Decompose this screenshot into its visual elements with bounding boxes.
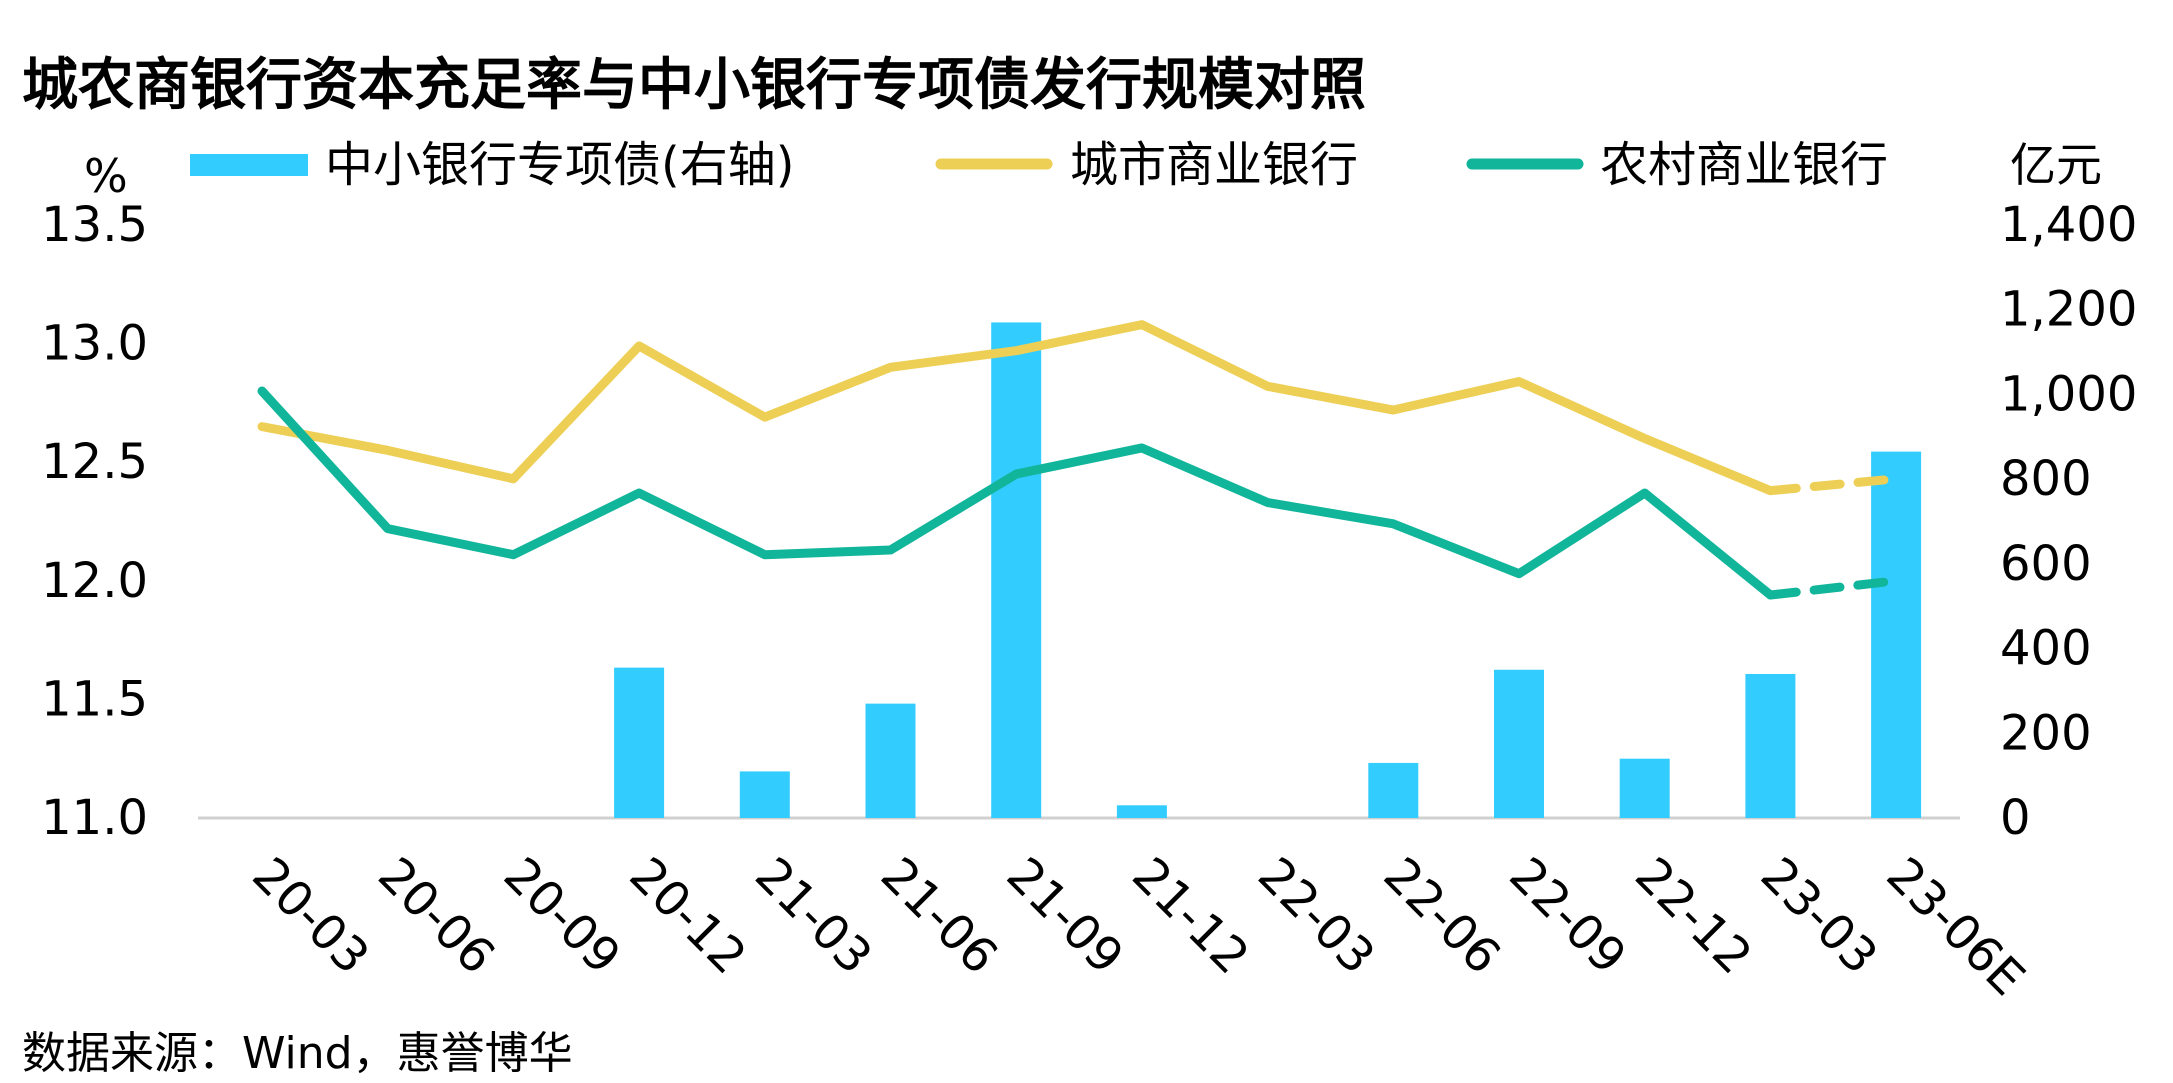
right-tick-label: 1,400 <box>2000 197 2137 253</box>
left-tick-label: 12.5 <box>41 434 148 490</box>
x-tick-label: 22-03 <box>1247 847 1385 985</box>
x-tick-label: 21-09 <box>996 847 1134 985</box>
left-tick-label: 12.0 <box>41 553 148 609</box>
bar-22-12 <box>1619 758 1670 818</box>
x-tick-label: 21-03 <box>744 847 882 985</box>
bar-22-09 <box>1494 669 1544 818</box>
x-tick-label: 21-12 <box>1121 847 1259 985</box>
right-tick-label: 0 <box>2000 790 2031 846</box>
x-tick-label: 22-12 <box>1624 847 1762 985</box>
bar-21-06 <box>865 703 916 818</box>
x-tick-label: 23-03 <box>1750 847 1888 985</box>
right-tick-label: 400 <box>2000 621 2092 677</box>
left-tick-label: 11.5 <box>41 671 148 727</box>
bar-23-06E <box>1871 451 1922 818</box>
x-tick-label: 20-03 <box>242 847 380 985</box>
x-tick-label: 20-06 <box>367 847 505 985</box>
chart-title: 城农商银行资本充足率与中小银行专项债发行规模对照 <box>22 53 1366 118</box>
right-axis-ticks: 1,400 1,200 1,000 800 600 400 200 0 <box>2000 197 2137 846</box>
bar-21-09 <box>991 322 1042 818</box>
x-tick-label: 22-09 <box>1499 847 1637 985</box>
legend: 中小银行专项债(右轴) 城市商业银行 农村商业银行 <box>190 137 1888 193</box>
bar-series <box>614 322 1922 818</box>
right-tick-label: 200 <box>2000 705 2092 761</box>
legend-label: 城市商业银行 <box>1070 137 1358 193</box>
left-tick-label: 13.0 <box>41 316 148 372</box>
legend-label: 农村商业银行 <box>1600 137 1888 193</box>
legend-swatch-bar <box>190 154 308 176</box>
bar-23-03 <box>1745 673 1796 818</box>
x-tick-label: 20-09 <box>493 847 631 985</box>
right-axis-unit: 亿元 <box>2010 138 2102 192</box>
right-tick-label: 800 <box>2000 451 2092 507</box>
x-tick-label: 23-06E <box>1876 847 2036 1007</box>
left-tick-label: 11.0 <box>41 790 148 846</box>
right-tick-label: 1,200 <box>2000 282 2137 338</box>
bar-20-12 <box>614 667 665 818</box>
x-tick-label: 22-06 <box>1373 847 1511 985</box>
left-axis-unit: % <box>84 149 128 203</box>
bar-22-06 <box>1368 762 1419 818</box>
source-note: 数据来源：Wind，惠誉博华 <box>22 1028 573 1079</box>
x-tick-label: 20-12 <box>619 847 757 985</box>
x-tick-label: 21-06 <box>870 847 1008 985</box>
bar-21-03 <box>739 771 790 818</box>
legend-label: 中小银行专项债(右轴) <box>325 137 794 193</box>
line-series-2-forecast <box>1765 576 1901 600</box>
line-series <box>257 320 1901 600</box>
left-axis-ticks: 13.5 13.0 12.5 12.0 11.5 11.0 <box>41 197 148 846</box>
bar-21-12 <box>1116 805 1167 818</box>
line-series-1-forecast <box>1765 474 1901 496</box>
right-tick-label: 600 <box>2000 536 2092 592</box>
right-tick-label: 1,000 <box>2000 366 2137 422</box>
left-tick-label: 13.5 <box>41 197 148 253</box>
x-axis-ticks: 20-0320-0620-0920-1221-0321-0621-0921-12… <box>242 847 2036 1007</box>
